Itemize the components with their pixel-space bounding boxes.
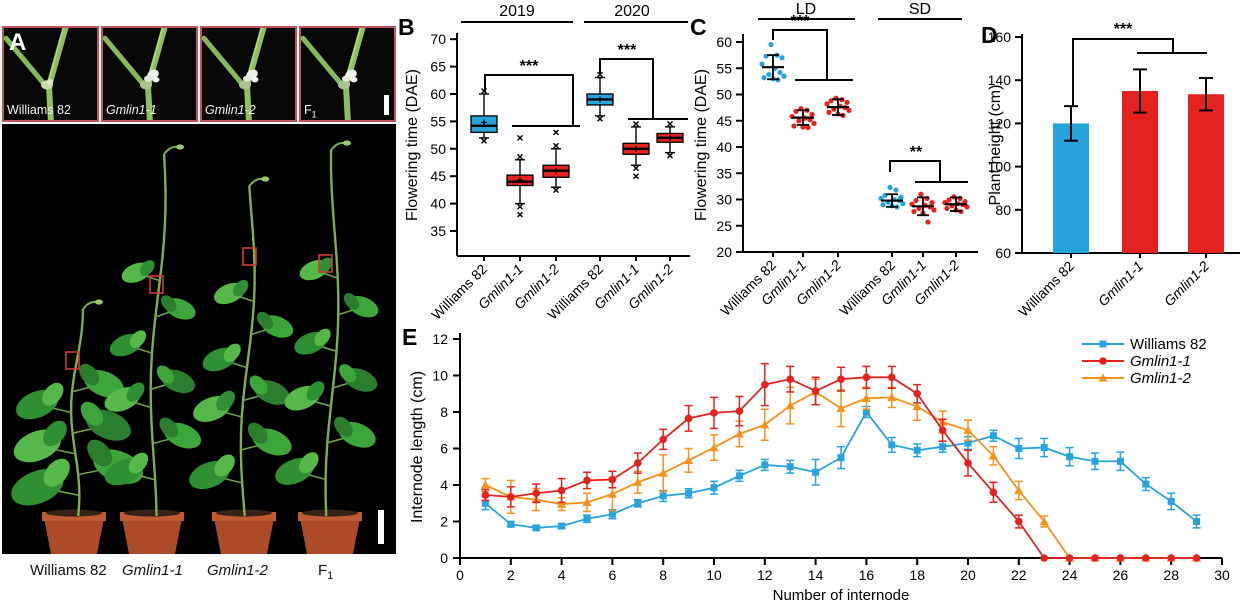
svg-text:10: 10	[706, 567, 722, 583]
svg-text:120: 120	[988, 115, 1012, 131]
svg-text:18: 18	[909, 567, 925, 583]
svg-text:28: 28	[1163, 567, 1179, 583]
svg-text:55: 55	[716, 60, 732, 76]
svg-text:35: 35	[430, 223, 446, 239]
svg-text:20: 20	[716, 244, 732, 260]
svg-text:***: ***	[520, 58, 539, 75]
svg-text:30: 30	[716, 192, 732, 208]
svg-text:6: 6	[440, 441, 448, 457]
svg-text:45: 45	[716, 113, 732, 129]
svg-text:35: 35	[716, 165, 732, 181]
svg-text:45: 45	[430, 168, 446, 184]
svg-text:25: 25	[716, 218, 732, 234]
plant-label-f1: F1	[318, 562, 334, 582]
svg-text:160: 160	[988, 29, 1012, 45]
photo-label: Williams 82	[7, 102, 71, 117]
svg-text:140: 140	[988, 72, 1012, 88]
photo-label: F1	[304, 102, 317, 120]
chart-e-line-internode-length: 0 2 4 6 8 10 12 14 16 18 20 22 24 26 28 30024681012Inte…	[409, 331, 1230, 604]
svg-text:60: 60	[995, 245, 1011, 261]
photo-label: Gmlin1-1	[106, 102, 157, 117]
svg-text:Williams 82: Williams 82	[1130, 336, 1207, 353]
svg-text:20: 20	[960, 567, 976, 583]
stem-node-photo	[103, 28, 196, 120]
svg-text:Gmlin1-1: Gmlin1-1	[1095, 258, 1146, 309]
svg-text:60: 60	[430, 86, 446, 102]
svg-text:60: 60	[716, 34, 732, 50]
svg-text:2: 2	[507, 567, 515, 583]
svg-text:40: 40	[430, 196, 446, 212]
svg-text:24: 24	[1062, 567, 1078, 583]
svg-text:2019: 2019	[499, 3, 535, 20]
svg-text:2: 2	[440, 514, 448, 530]
scale-bar	[384, 95, 389, 115]
svg-text:22: 22	[1011, 567, 1027, 583]
svg-text:12: 12	[432, 331, 448, 347]
svg-text:Gmlin1-1: Gmlin1-1	[1130, 353, 1191, 370]
svg-text:50: 50	[716, 87, 732, 103]
svg-text:55: 55	[430, 113, 446, 129]
photo-williams82-node: Williams 82	[2, 26, 99, 122]
svg-text:***: ***	[618, 42, 637, 59]
chart-d-bar-plant-height: 60 80 100 120 140 160 Plant height (cm) William…	[987, 21, 1240, 320]
svg-text:50: 50	[430, 141, 446, 157]
svg-text:70: 70	[430, 31, 446, 47]
svg-text:8: 8	[440, 404, 448, 420]
svg-text:0: 0	[456, 567, 464, 583]
svg-text:LD: LD	[796, 1, 816, 18]
panel-label-d: D	[981, 22, 998, 48]
svg-text:100: 100	[988, 159, 1012, 175]
svg-text:Flowering time (DAE): Flowering time (DAE)	[404, 69, 421, 221]
svg-text:Gmlin1-2: Gmlin1-2	[1130, 370, 1192, 387]
photo-label: Gmlin1-2	[205, 102, 256, 117]
svg-text:80: 80	[995, 202, 1011, 218]
svg-text:6: 6	[609, 567, 617, 583]
plant-label-williams82: Williams 82	[30, 562, 107, 579]
panel-a-plants-photo	[2, 124, 396, 554]
svg-text:8: 8	[659, 567, 667, 583]
svg-text:14: 14	[808, 567, 824, 583]
svg-text:30: 30	[1214, 567, 1230, 583]
svg-text:40: 40	[716, 139, 732, 155]
svg-text:Flowering time (DAE): Flowering time (DAE)	[693, 69, 710, 221]
stem-node-photo	[301, 28, 394, 120]
svg-text:Williams 82: Williams 82	[1015, 258, 1077, 320]
svg-text:4: 4	[558, 567, 566, 583]
svg-text:Plant height (cm): Plant height (cm)	[987, 85, 1004, 206]
svg-text:26: 26	[1113, 567, 1129, 583]
svg-text:SD: SD	[909, 1, 931, 18]
panel-label-b: B	[398, 14, 415, 40]
svg-text:Gmlin1-2: Gmlin1-2	[1161, 258, 1213, 310]
photo-gmlin1-1-node: Gmlin1-1	[101, 26, 198, 122]
svg-text:12: 12	[757, 567, 773, 583]
panel-a-photo-strip: Williams 82 Gmlin1-1 Gmlin1-2 F1	[2, 26, 396, 122]
svg-text:0: 0	[440, 550, 448, 566]
svg-text:4: 4	[440, 477, 448, 493]
photo-f1-node: F1	[299, 26, 396, 122]
plants-illustration	[2, 124, 396, 554]
svg-text:***: ***	[791, 13, 810, 30]
plant-label-gmlin1-2: Gmlin1-2	[207, 562, 268, 579]
svg-text:***: ***	[1114, 21, 1133, 38]
plant-label-gmlin1-1: Gmlin1-1	[122, 562, 183, 579]
photo-gmlin1-2-node: Gmlin1-2	[200, 26, 297, 122]
panel-label-a: A	[9, 29, 27, 56]
panel-label-e: E	[402, 324, 418, 350]
chart-b-boxplot-flowering-time: 35 40 45 50 55 60 65 70 Flowering time (DAE) 2019…	[404, 3, 690, 323]
svg-text:Number of internode: Number of internode	[773, 587, 910, 604]
stem-node-photo	[202, 28, 295, 120]
svg-text:Williams 82: Williams 82	[428, 261, 490, 323]
svg-text:65: 65	[430, 59, 446, 75]
svg-text:Internode length (cm): Internode length (cm)	[409, 371, 426, 523]
svg-text:**: **	[910, 144, 923, 161]
panel-label-c: C	[690, 14, 707, 40]
svg-text:2020: 2020	[614, 3, 650, 20]
svg-text:10: 10	[432, 368, 448, 384]
stem-node-photo	[4, 28, 97, 120]
chart-c-dotplot-flowering-time: 20 25 30 35 40 45 50 55 60 Flowering time (DAE) LD…	[693, 1, 978, 319]
svg-text:16: 16	[859, 567, 875, 583]
